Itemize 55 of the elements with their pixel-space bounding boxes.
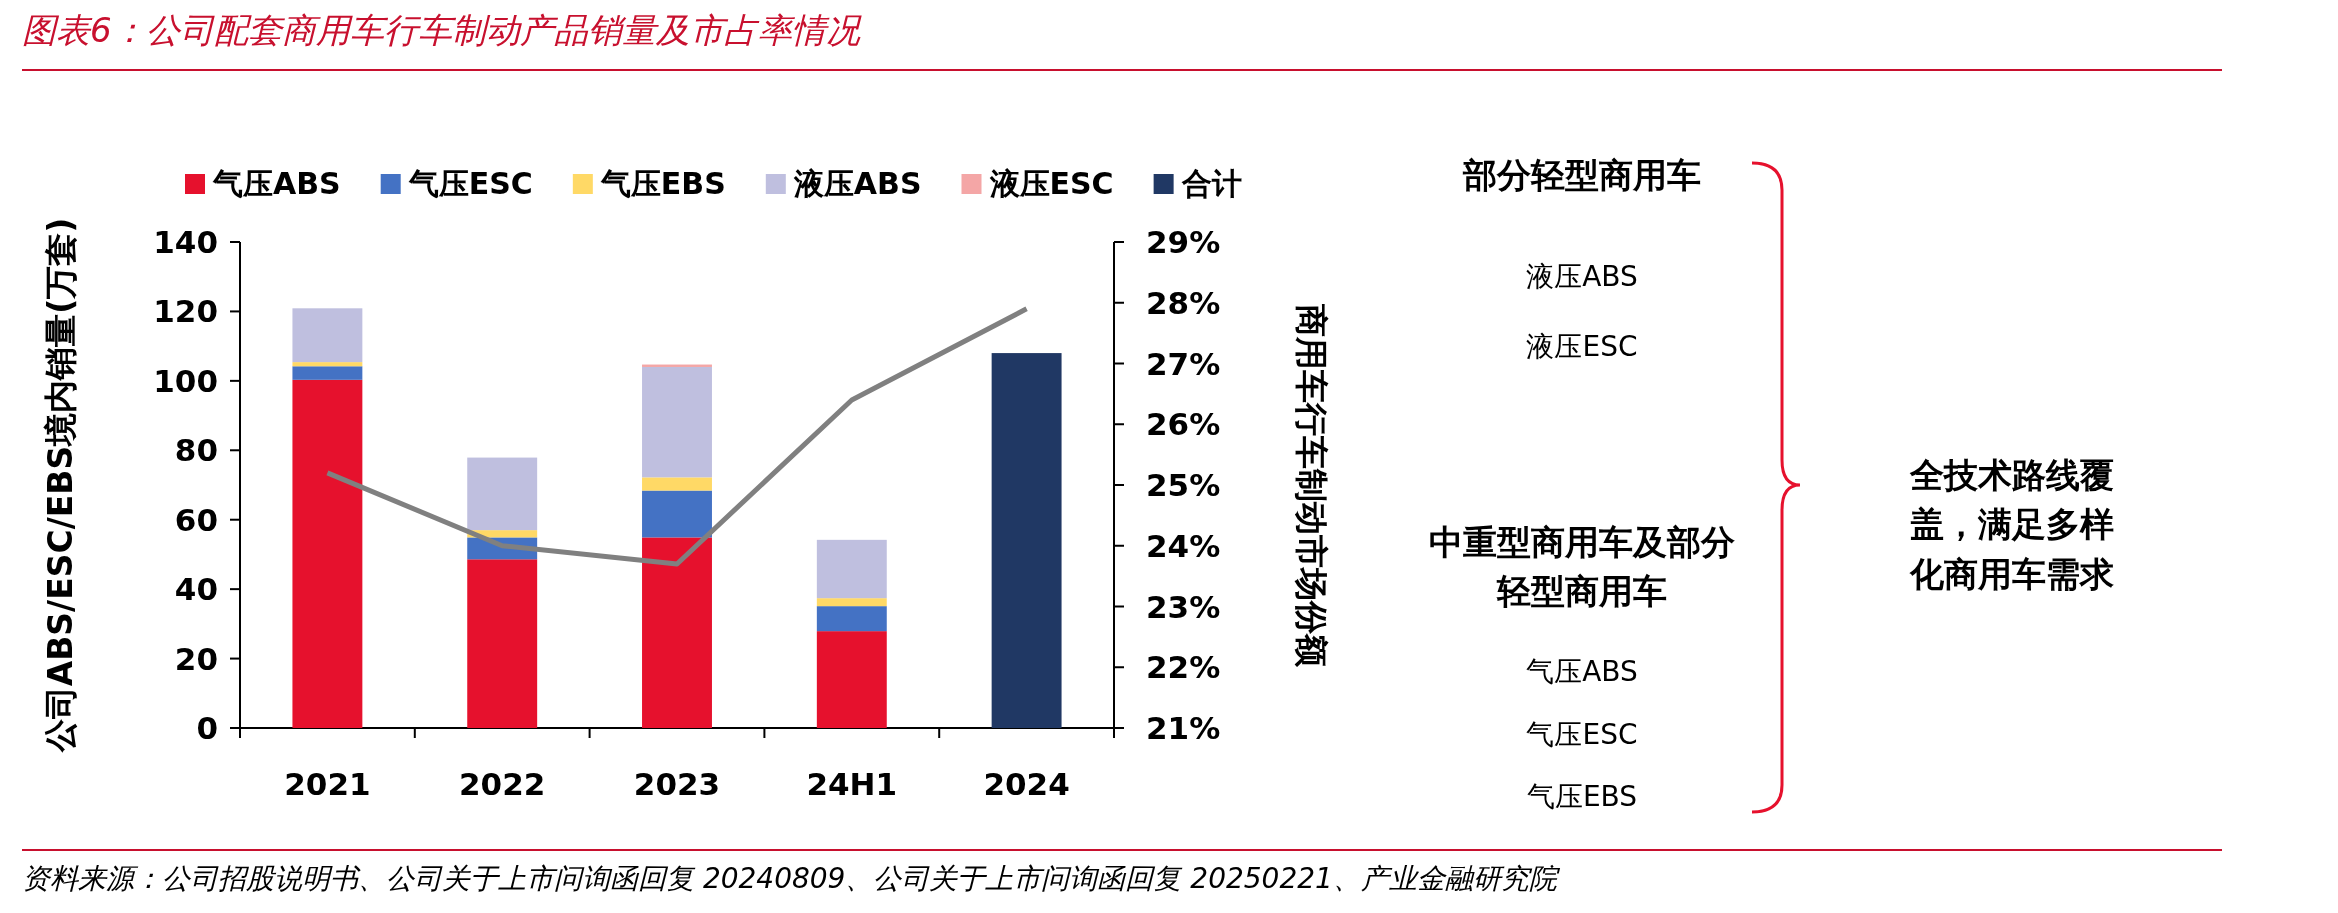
y2-tick-label: 25%	[1146, 467, 1221, 503]
bar	[467, 559, 538, 728]
legend-label: 液压ESC	[988, 166, 1114, 201]
text: 部分轻型商用车	[1461, 154, 1702, 198]
y-tick-label: 20	[174, 640, 218, 677]
y2-tick-label: 22%	[1146, 649, 1221, 686]
y2-tick-label: 27%	[1146, 345, 1221, 382]
y2-tick-label: 26%	[1146, 406, 1221, 443]
legend-label: 合计	[1180, 166, 1242, 201]
text: 液压ESC	[1525, 329, 1639, 366]
x-tick-label: 24H1	[806, 766, 898, 802]
text: 资料来源：公司招股说明书、公司关于上市问询函回复 20240809、公司关于上市问询函回复 20250221、产业金融研究院	[22, 862, 1561, 895]
y-tick-label: 120	[153, 293, 218, 330]
y2-tick-label: 24%	[1146, 527, 1221, 564]
y-tick-label: 100	[153, 362, 218, 399]
y2-tick-label: 23%	[1146, 588, 1221, 625]
text: 气压ESC	[1525, 717, 1639, 754]
x-tick-label: 2023	[633, 766, 721, 802]
bar	[292, 366, 363, 380]
x-tick-label: 2022	[459, 766, 546, 802]
bar	[816, 631, 887, 728]
y-tick-label: 0	[196, 710, 218, 746]
text: 中重型商用车及部分轻型商用车	[1428, 521, 1736, 614]
bar	[816, 598, 887, 607]
text: 全技术路线覆盖，满足多样化商用车需求	[1908, 454, 2115, 596]
legend-label: 气压ESC	[407, 166, 533, 201]
text: 气压ABS	[1525, 654, 1639, 691]
y-tick-label: 140	[153, 224, 218, 260]
y-tick-label: 60	[174, 501, 218, 538]
bar	[991, 353, 1062, 728]
y2-tick-label: 21%	[1146, 710, 1221, 746]
bar	[642, 477, 712, 491]
bar	[292, 379, 363, 728]
bar	[467, 457, 538, 531]
legend-label: 气压EBS	[599, 166, 726, 201]
bar	[292, 362, 363, 367]
legend-label: 液压ABS	[792, 166, 922, 201]
y2-tick-label: 28%	[1146, 284, 1221, 321]
bar	[816, 539, 887, 599]
y-tick-label: 40	[174, 571, 218, 608]
y-axis-title: 公司ABS/ESC/EBS境内销量(万套)	[41, 217, 80, 754]
y-tick-label: 80	[174, 432, 218, 469]
bar	[642, 366, 712, 478]
bar	[642, 537, 712, 728]
text: 气压EBS	[1525, 779, 1639, 816]
text: 液压ABS	[1525, 259, 1639, 296]
chart-title: 图表6：公司配套商用车行车制动产品销量及市占率情况	[22, 10, 862, 50]
y2-tick-label: 29%	[1146, 224, 1221, 260]
y2-axis-title: 商用车行车制动市场份额	[1292, 303, 1331, 667]
x-tick-label: 2021	[284, 766, 371, 802]
x-tick-label: 2024	[983, 766, 1070, 802]
bar	[816, 606, 887, 632]
bar	[292, 308, 363, 363]
bar	[642, 490, 712, 538]
legend-label: 气压ABS	[212, 166, 341, 201]
